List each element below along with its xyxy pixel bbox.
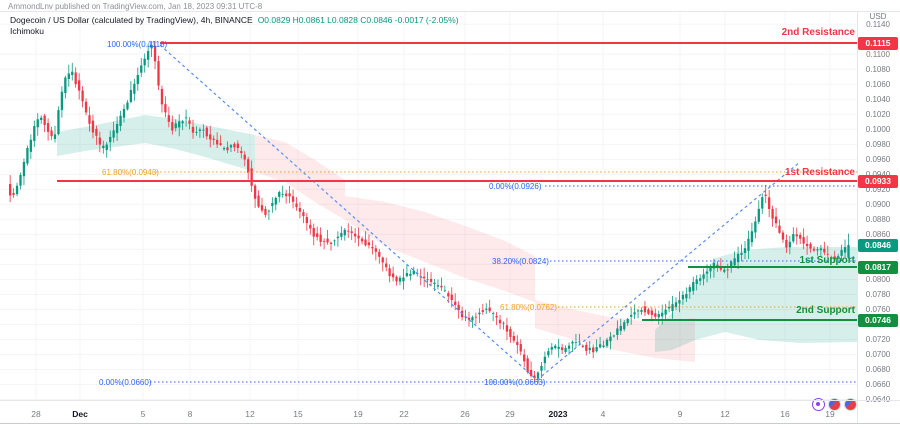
price-badge-0.0817: 0.0817: [858, 260, 898, 274]
price-tick-label: 0.1100: [866, 49, 890, 59]
price-tick-label: 0.0980: [865, 139, 891, 149]
time-tick-label: 2023: [548, 409, 568, 419]
price-tick-label: 0.1060: [865, 79, 891, 89]
price-tick-label: 0.0880: [865, 214, 891, 224]
symbol-title: Dogecoin / US Dollar (calculated by Trad…: [10, 15, 253, 25]
ichimoku-bullish-cloud: [655, 247, 857, 352]
trendline: [536, 161, 801, 381]
price-tick-label: 0.0860: [865, 229, 891, 239]
published-byline: AmmondLnv published on TradingView.com, …: [8, 2, 263, 11]
price-tick-label: 0.0760: [865, 304, 891, 314]
price-tick-label: 0.1040: [865, 94, 891, 104]
time-tick-label: 12: [245, 409, 255, 419]
time-tick-label: 5: [140, 409, 146, 419]
price-tick-label: 0.0660: [865, 380, 891, 390]
price-tick-label: 0.1140: [866, 19, 890, 29]
time-tick-label: 16: [780, 409, 790, 419]
label-1st-resistance: 1st Resistance: [784, 167, 855, 178]
price-tick-label: 0.0780: [865, 289, 891, 299]
time-tick-label: Dec: [72, 409, 88, 419]
reaction-redblue-icon[interactable]: [828, 398, 841, 411]
symbol-legend[interactable]: Dogecoin / US Dollar (calculated by Trad…: [10, 15, 459, 25]
time-tick-label: 15: [293, 409, 303, 419]
time-tick-label: 19: [353, 409, 363, 419]
ohlc-values: O0.0829 H0.0861 L0.0828 C0.0846 -0.0017 …: [257, 15, 459, 25]
fib-label: 61.80%(0.0762): [500, 303, 557, 312]
time-tick-label: 28: [31, 409, 41, 419]
fib-label: 0.00%(0.0926): [489, 182, 542, 191]
fib-label: 38.20%(0.0824): [492, 257, 549, 266]
price-tick-label: 0.1000: [865, 124, 891, 134]
time-tick-label: 29: [505, 409, 515, 419]
frame-bottom-border: [0, 423, 900, 424]
label-1st-support: 1st Support: [799, 255, 855, 266]
price-tick-label: 0.1020: [865, 109, 891, 119]
price-tick-label: 0.1080: [865, 64, 891, 74]
price-tick-label: 0.0920: [865, 184, 891, 194]
ichimoku-bullish-cloud: [57, 115, 255, 172]
time-axis-divider: [0, 400, 900, 401]
price-tick-label: 0.0700: [865, 349, 891, 359]
price-tick-label: 0.0940: [858, 170, 898, 179]
price-tick-label: 0.0720: [865, 334, 891, 344]
price-badge-0.1115: 0.1115: [858, 36, 898, 50]
time-tick-label: 8: [187, 409, 193, 419]
price-axis-divider: [857, 11, 858, 423]
time-tick-label: 4: [600, 409, 606, 419]
fib-label: 0.00%(0.0660): [99, 378, 152, 387]
idea-purple-icon[interactable]: [812, 398, 825, 411]
label-2nd-resistance: 2nd Resistance: [781, 27, 855, 38]
time-tick-label: 19: [825, 409, 835, 419]
time-tick-label: 9: [677, 409, 683, 419]
indicator-legend[interactable]: Ichimoku: [10, 26, 45, 36]
price-tick-label: 0.0640: [858, 395, 898, 404]
ichimoku-bearish-cloud: [255, 135, 345, 220]
candlestick-series: [9, 40, 850, 383]
time-tick-label: 22: [399, 409, 409, 419]
price-badge-0.0933: 0.0933: [858, 174, 898, 188]
trendline: [159, 44, 538, 381]
fib-label: 100.00%(0.0663): [484, 378, 546, 387]
reaction-redblue-icon[interactable]: [844, 398, 857, 411]
price-badge-0.0746: 0.0746: [858, 313, 898, 327]
fib-label: 100.00%(0.1118): [107, 40, 168, 49]
price-tick-label: 0.0800: [865, 274, 891, 284]
ichimoku-bearish-cloud: [535, 300, 695, 362]
price-tick-label: 0.0960: [865, 154, 891, 164]
price-axis-unit: USD: [869, 12, 887, 21]
time-tick-label: 26: [460, 409, 470, 419]
time-tick-label: 12: [720, 409, 730, 419]
ichimoku-bearish-cloud: [345, 196, 535, 302]
header-divider: [0, 11, 900, 12]
price-tick-label: 0.0680: [865, 365, 891, 374]
fib-label: 61.80%(0.0943): [102, 168, 159, 177]
price-tick-label: 0.0900: [865, 199, 891, 209]
price-badge-0.0846: 0.0846: [858, 238, 898, 252]
label-2nd-support: 2nd Support: [796, 305, 855, 316]
